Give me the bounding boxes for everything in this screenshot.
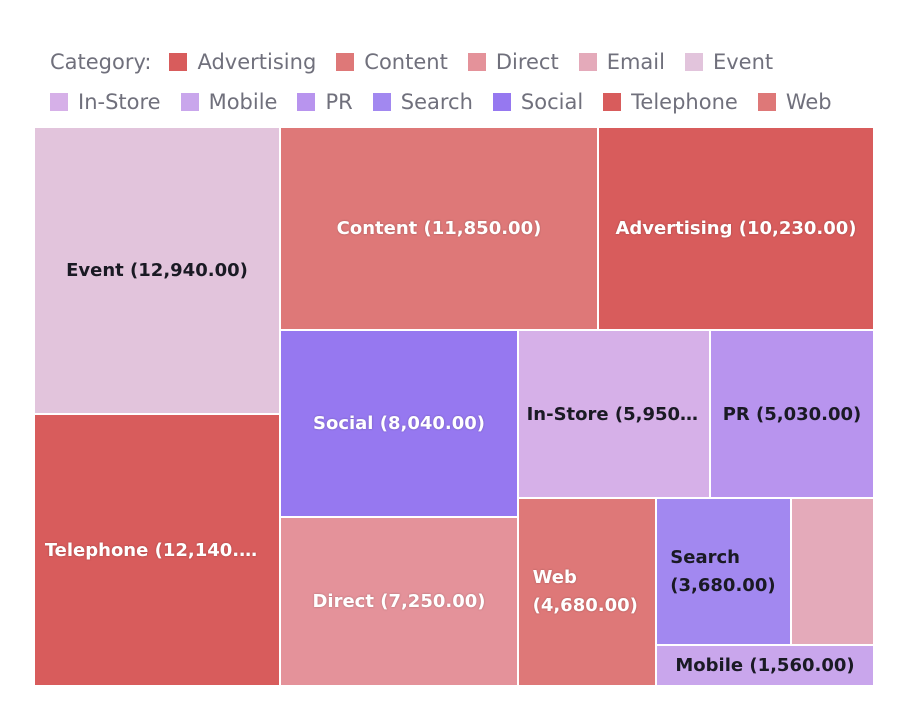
tile-label: Content (11,850.00) (336, 218, 542, 239)
legend-label: Social (520, 90, 584, 114)
tile-label: Social (8,040.00) (312, 413, 486, 434)
tile-event[interactable]: Event (12,940.00) (35, 128, 279, 413)
legend-swatch (180, 93, 199, 111)
legend-item-search[interactable]: Search (372, 90, 473, 114)
tile-telephone[interactable]: Telephone (12,140.00) (35, 415, 279, 685)
legend: Category: Advertising Content Direct Email E… (50, 42, 890, 122)
legend-label: Advertising (197, 50, 317, 74)
legend-item-direct[interactable]: Direct (467, 50, 559, 74)
legend-swatch (336, 53, 355, 71)
tile-advertising[interactable]: Advertising (10,230.00) (599, 128, 873, 329)
legend-item-in-store[interactable]: In-Store (50, 90, 161, 114)
legend-swatch (169, 53, 188, 71)
legend-label: Event (712, 50, 774, 74)
legend-swatch (578, 53, 597, 71)
legend-item-web[interactable]: Web (757, 90, 832, 114)
tile-mobile[interactable]: Mobile (1,560.00) (657, 646, 873, 685)
legend-swatch (757, 93, 776, 111)
legend-item-content[interactable]: Content (336, 50, 448, 74)
legend-label: Mobile (208, 90, 278, 114)
legend-row: Category: Advertising Content Direct Email E… (50, 42, 890, 82)
legend-item-mobile[interactable]: Mobile (180, 90, 278, 114)
legend-row: In-Store Mobile PR Search Social Telephone Web (50, 82, 890, 122)
tile-label: PR (5,030.00) (722, 403, 862, 425)
legend-label: PR (325, 90, 353, 114)
legend-swatch (684, 53, 703, 71)
legend-label: Search (400, 90, 473, 114)
legend-swatch (50, 93, 68, 111)
tile-label: Mobile (1,560.00) (675, 655, 855, 676)
legend-swatch (372, 93, 391, 111)
tile-label: Event (12,940.00) (66, 260, 248, 281)
legend-item-event[interactable]: Event (684, 50, 774, 74)
legend-label: Web (785, 90, 832, 114)
tile-web[interactable]: Web (4,680.00) (519, 499, 655, 685)
tile-content[interactable]: Content (11,850.00) (281, 128, 597, 329)
legend-label: In-Store (78, 90, 161, 114)
legend-item-telephone[interactable]: Telephone (603, 90, 738, 114)
tile-email[interactable] (792, 499, 873, 644)
legend-label: Direct (495, 50, 559, 74)
tile-label: In-Store (5,950.… (526, 403, 702, 425)
legend-item-email[interactable]: Email (578, 50, 665, 74)
legend-swatch (603, 93, 622, 111)
tile-social[interactable]: Social (8,040.00) (281, 331, 517, 516)
legend-item-social[interactable]: Social (492, 90, 584, 114)
legend-swatch (492, 93, 511, 111)
tile-label: Telephone (12,140.00) (44, 539, 270, 561)
tile-label: Search (3,680.00) (670, 546, 776, 596)
legend-label: Telephone (631, 90, 738, 114)
legend-item-advertising[interactable]: Advertising (169, 50, 316, 74)
tile-pr[interactable]: PR (5,030.00) (711, 331, 873, 497)
legend-title: Category: (50, 50, 152, 74)
legend-swatch (297, 93, 316, 111)
legend-label: Content (364, 50, 448, 74)
legend-item-pr[interactable]: PR (297, 90, 353, 114)
tile-label: Advertising (10,230.00) (615, 218, 857, 239)
tile-label: Web (4,680.00) (532, 567, 638, 616)
legend-label: Email (606, 50, 665, 74)
tile-in-store[interactable]: In-Store (5,950.… (519, 331, 709, 497)
tile-label: Direct (7,250.00) (312, 591, 486, 612)
tile-direct[interactable]: Direct (7,250.00) (281, 518, 517, 685)
legend-swatch (467, 53, 486, 71)
tile-search[interactable]: Search (3,680.00) (657, 499, 790, 644)
